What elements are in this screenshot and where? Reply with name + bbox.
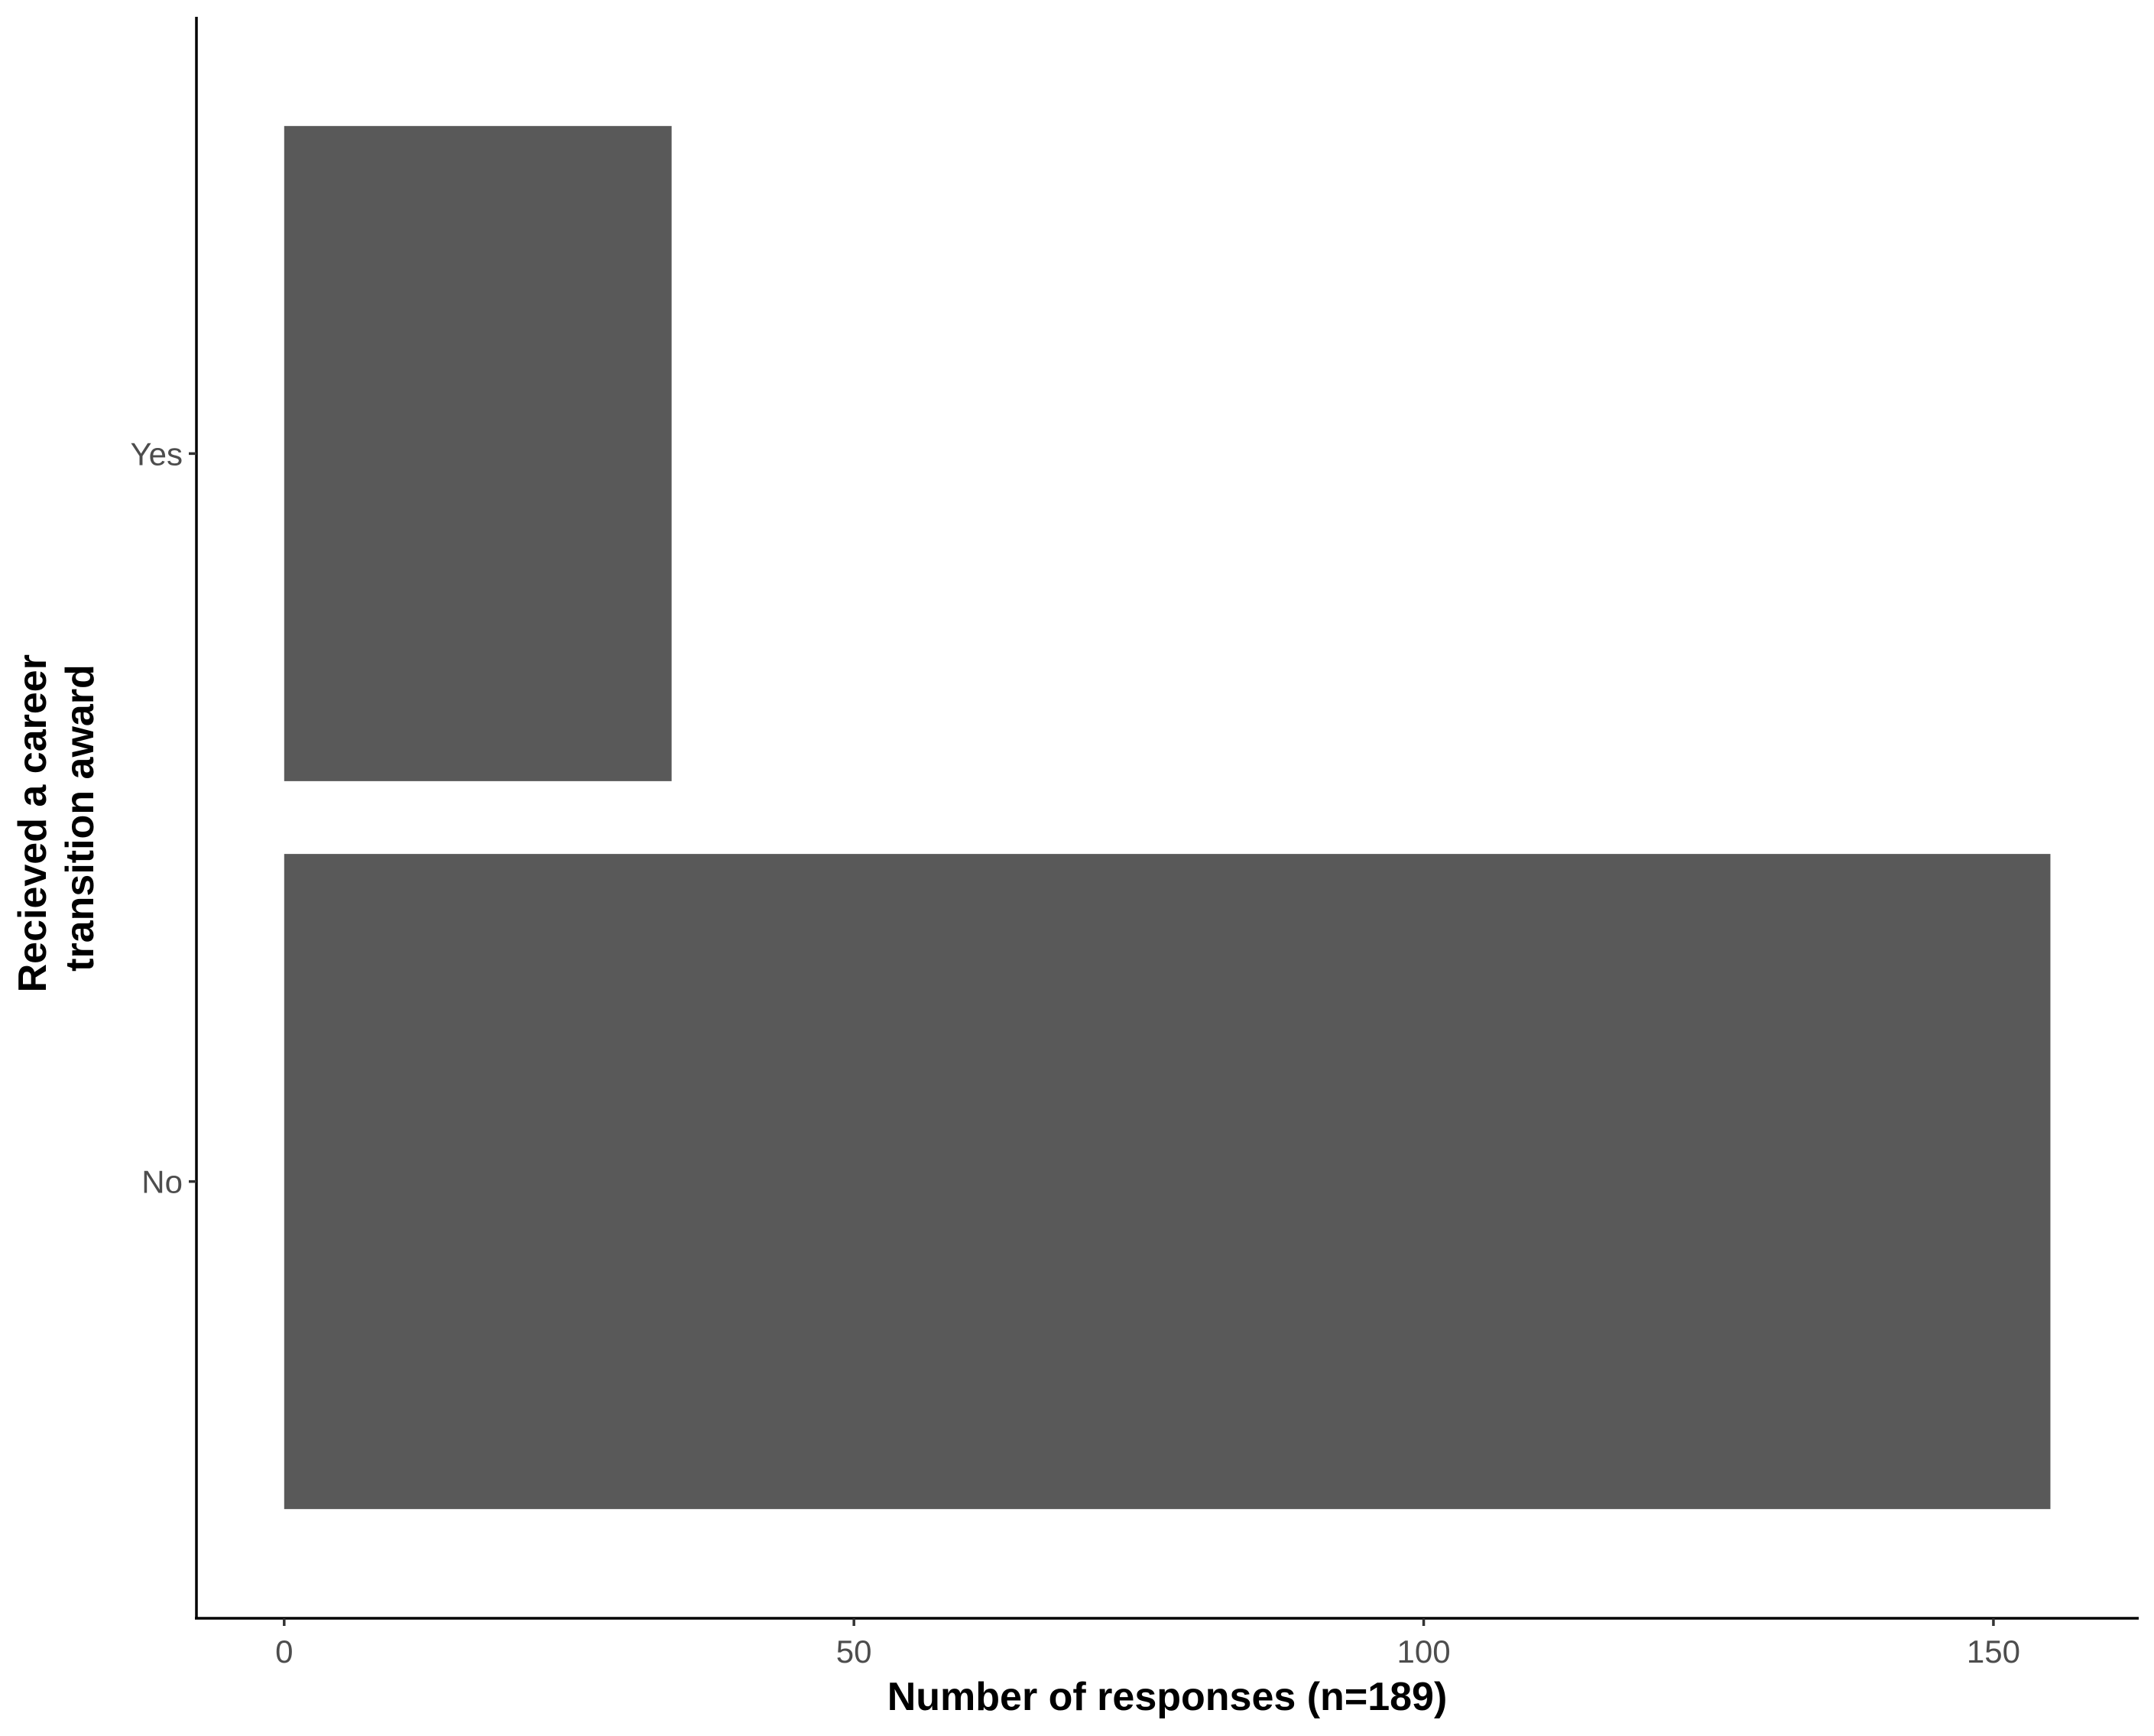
y-tick-label-yes: Yes [130, 436, 183, 472]
x-tick-label-50: 50 [836, 1634, 872, 1669]
y-ticks-group: No Yes [130, 436, 196, 1200]
x-axis-title: Number of responses (n=189) [887, 1675, 1448, 1719]
x-ticks-group: 0 50 100 150 [275, 1618, 2020, 1669]
y-tick-label-no: No [141, 1164, 183, 1200]
x-tick-label-100: 100 [1397, 1634, 1451, 1669]
bars-group [284, 125, 2051, 1510]
x-tick-label-150: 150 [1967, 1634, 2020, 1669]
y-axis-title: Recieved a career transition award [11, 644, 102, 993]
y-axis-title-line-2: transition award [58, 664, 102, 972]
bar-no [284, 854, 2051, 1510]
x-tick-label-0: 0 [275, 1634, 293, 1669]
y-axis-title-line-1: Recieved a career [11, 654, 55, 992]
bar-yes [284, 125, 672, 781]
